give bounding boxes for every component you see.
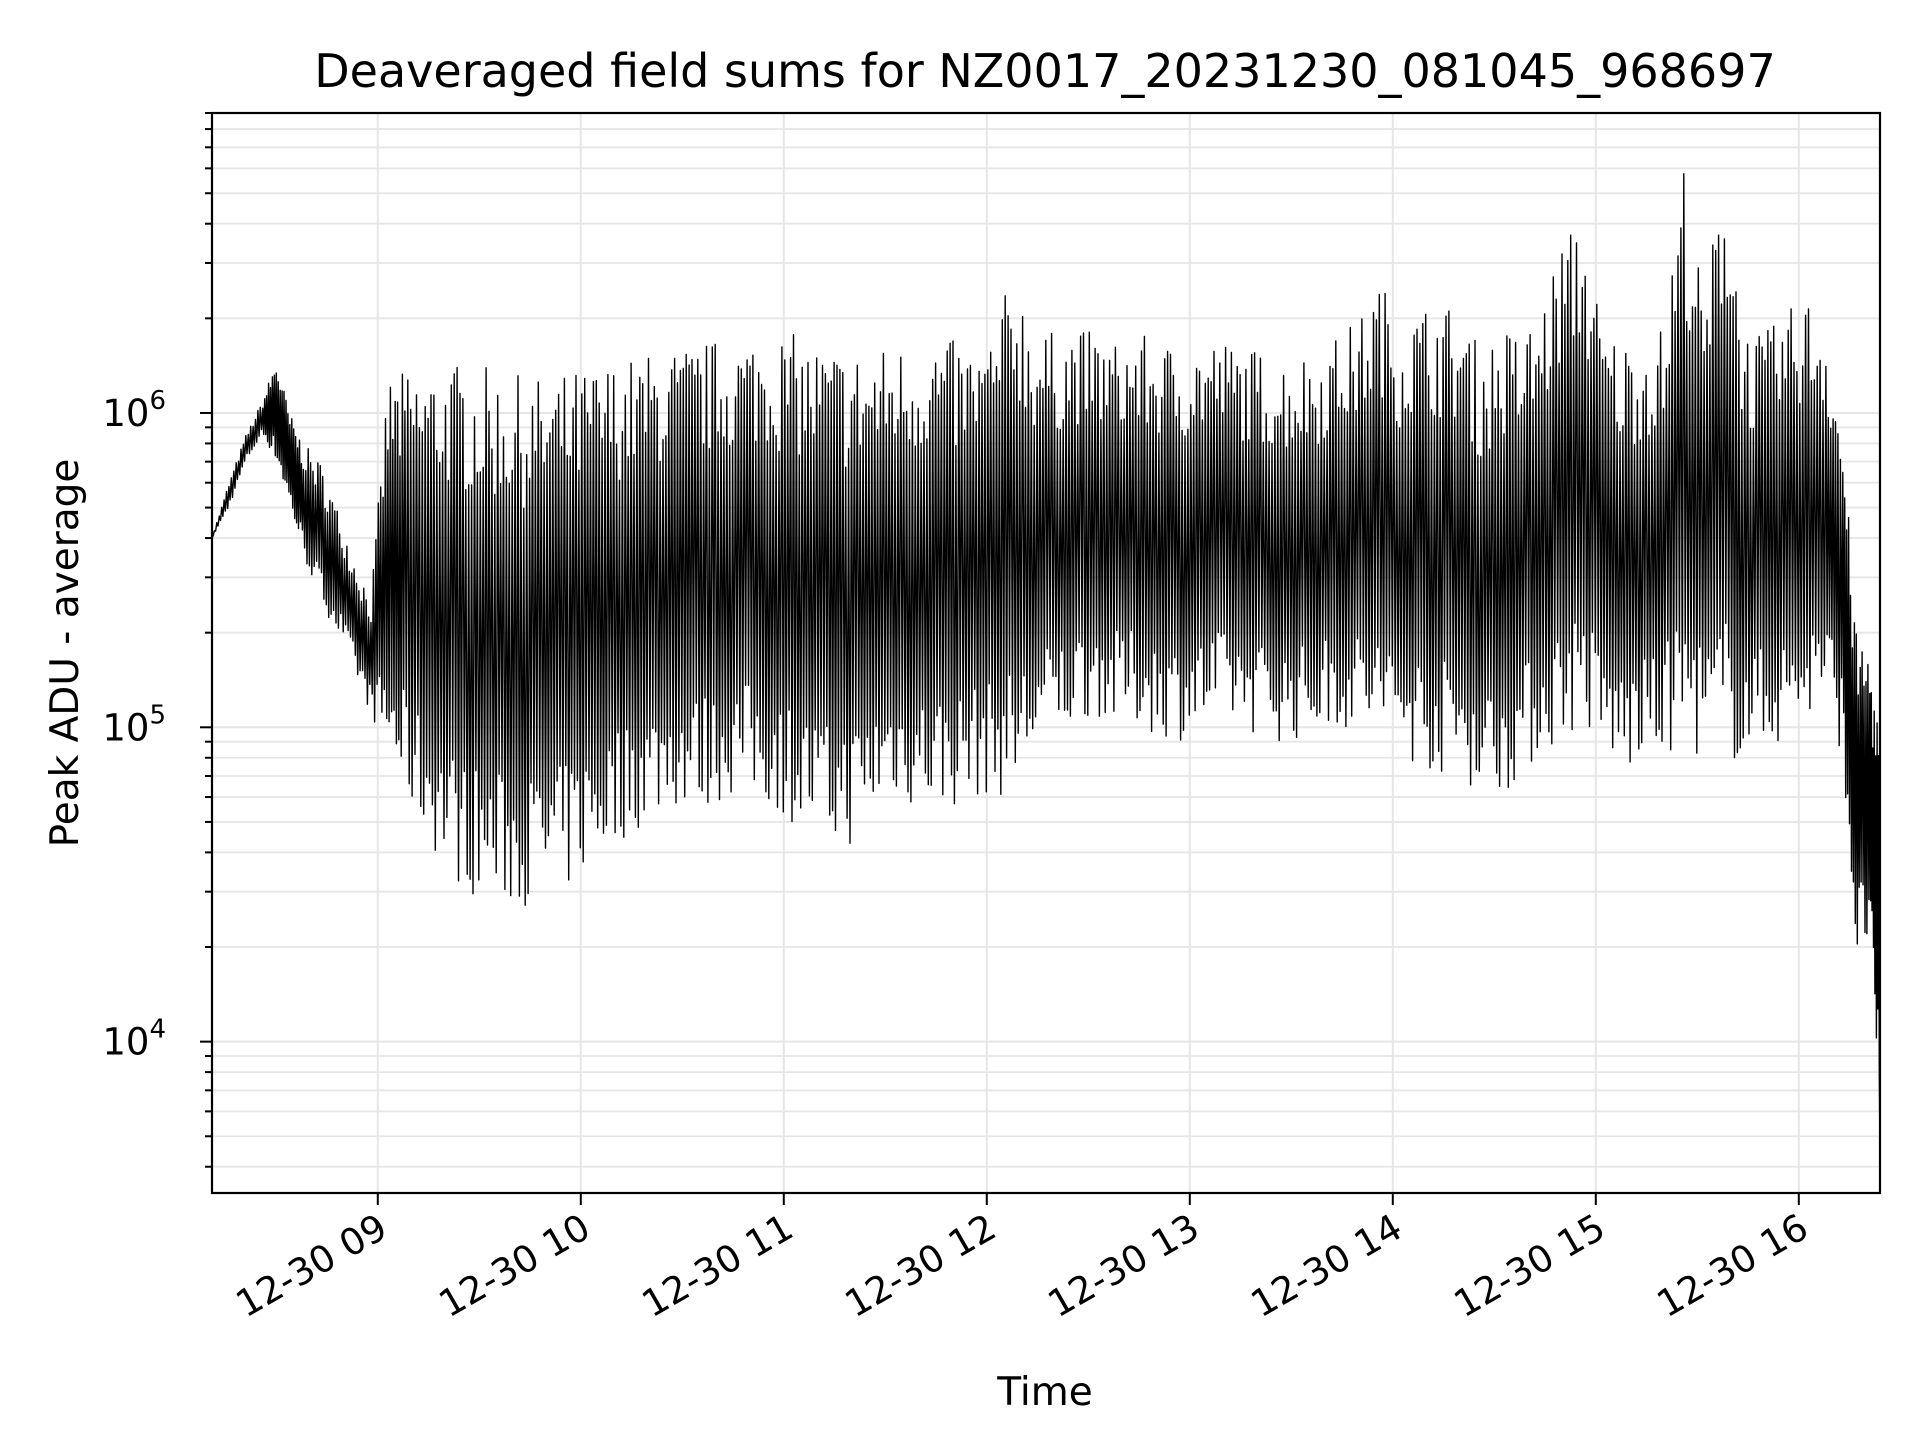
chart-title: Deaveraged field sums for NZ0017_2023123… (314, 44, 1775, 98)
y-tick-label: 105 (102, 700, 166, 749)
plot-frame (210, 111, 1882, 1195)
y-tick-base: 10 (102, 1021, 149, 1064)
series-line (211, 173, 1881, 1151)
x-axis-label: Time (996, 1370, 1092, 1415)
y-tick-exponent: 5 (149, 700, 166, 730)
y-tick-base: 10 (102, 392, 149, 435)
y-tick-label: 104 (102, 1015, 166, 1064)
y-axis-label: Peak ADU - average (43, 459, 88, 848)
data-series-line (211, 173, 1881, 1151)
y-tick-exponent: 4 (149, 1015, 166, 1045)
y-tick-label: 106 (102, 386, 166, 435)
y-tick-exponent: 6 (149, 386, 166, 416)
y-tick-base: 10 (102, 706, 149, 749)
